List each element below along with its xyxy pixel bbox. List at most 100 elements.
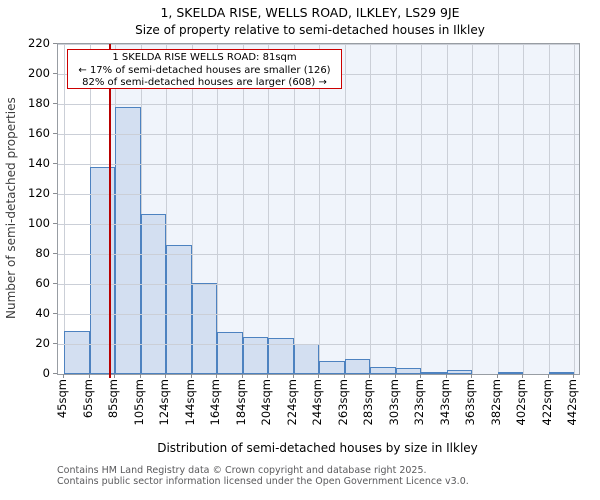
x-tick-label: 204sqm bbox=[259, 379, 274, 426]
x-tick-mark bbox=[394, 374, 396, 378]
marker-layer bbox=[58, 44, 579, 378]
x-tick-label: 283sqm bbox=[361, 379, 376, 426]
bar-border bbox=[446, 369, 473, 374]
x-tick-mark bbox=[216, 374, 218, 378]
bar-border bbox=[421, 372, 447, 374]
x-tick-mark bbox=[292, 374, 294, 378]
footer: Contains HM Land Registry data © Crown c… bbox=[57, 465, 469, 487]
y-tick-mark bbox=[53, 133, 57, 134]
bar bbox=[319, 360, 345, 374]
x-tick-label: 85sqm bbox=[106, 379, 121, 419]
x-grid-line bbox=[319, 44, 321, 374]
bar bbox=[191, 282, 218, 374]
bar bbox=[166, 245, 192, 374]
bar bbox=[64, 330, 90, 374]
x-tick-mark bbox=[63, 374, 65, 378]
y-tick-mark bbox=[53, 343, 57, 344]
bar-border bbox=[242, 336, 269, 374]
x-grid-line bbox=[191, 44, 193, 374]
x-tick-label: 263sqm bbox=[335, 379, 350, 426]
y-grid-line bbox=[58, 44, 579, 45]
bar bbox=[242, 336, 269, 374]
bar-border bbox=[497, 372, 524, 374]
bar-border bbox=[319, 360, 345, 374]
y-tick-mark bbox=[53, 103, 57, 104]
y-tick-mark bbox=[53, 163, 57, 164]
marker-line bbox=[109, 44, 112, 378]
x-grid-line bbox=[472, 44, 474, 374]
x-grid-line bbox=[574, 44, 575, 374]
x-grid-line bbox=[242, 44, 244, 374]
y-tick-label: 60 bbox=[35, 276, 50, 290]
x-grid-line bbox=[523, 44, 525, 374]
annotation-line1: 1 SKELDA RISE WELLS ROAD: 81sqm bbox=[112, 52, 297, 63]
x-tick-mark bbox=[88, 374, 90, 378]
x-tick-label: 124sqm bbox=[157, 379, 172, 426]
y-tick-mark bbox=[53, 43, 57, 44]
x-tick-label: 45sqm bbox=[55, 379, 70, 419]
plot-area bbox=[57, 43, 580, 378]
y-tick-label: 120 bbox=[28, 186, 50, 200]
bars-layer bbox=[58, 44, 579, 374]
y-tick-label: 180 bbox=[28, 96, 50, 110]
bar bbox=[217, 332, 243, 374]
x-tick-label: 184sqm bbox=[233, 379, 248, 426]
x-tick-mark bbox=[471, 374, 473, 378]
x-tick-mark bbox=[241, 374, 243, 378]
y-axis-label: Number of semi-detached properties bbox=[4, 97, 18, 319]
x-grid-line bbox=[548, 44, 550, 374]
y-tick-label: 200 bbox=[28, 66, 50, 80]
bar-border bbox=[166, 245, 192, 374]
x-tick-label: 402sqm bbox=[514, 379, 529, 426]
y-tick-mark bbox=[53, 283, 57, 284]
y-tick-label: 80 bbox=[35, 246, 50, 260]
bar-border bbox=[370, 366, 396, 374]
bar bbox=[293, 344, 320, 374]
x-tick-mark bbox=[139, 374, 141, 378]
x-grid-line bbox=[446, 44, 448, 374]
x-grid-line bbox=[140, 44, 142, 374]
y-tick-mark bbox=[53, 313, 57, 314]
y-grid-line bbox=[58, 164, 579, 165]
annotation-box: 1 SKELDA RISE WELLS ROAD: 81sqm ← 17% of… bbox=[67, 49, 342, 89]
y-tick-label: 40 bbox=[35, 306, 50, 320]
bar bbox=[395, 368, 422, 374]
x-tick-mark bbox=[190, 374, 192, 378]
y-grid-line bbox=[58, 344, 579, 345]
x-tick-label: 105sqm bbox=[131, 379, 146, 426]
x-grid-line bbox=[217, 44, 219, 374]
y-tick-mark bbox=[53, 193, 57, 194]
y-grid-line bbox=[58, 134, 579, 135]
bar bbox=[344, 359, 371, 374]
x-tick-mark bbox=[369, 374, 371, 378]
x-tick-mark bbox=[496, 374, 498, 378]
x-tick-label: 65sqm bbox=[80, 379, 95, 419]
x-tick-mark bbox=[573, 374, 574, 378]
x-tick-label: 303sqm bbox=[386, 379, 401, 426]
bar bbox=[140, 213, 167, 374]
y-grid-line bbox=[58, 314, 579, 315]
x-grid-line bbox=[395, 44, 397, 374]
x-grid-line bbox=[497, 44, 499, 374]
x-tick-mark bbox=[522, 374, 524, 378]
x-tick-mark bbox=[318, 374, 320, 378]
annotation-line2: ← 17% of semi-detached houses are smalle… bbox=[78, 64, 331, 76]
bar-border bbox=[344, 359, 371, 374]
bar-border bbox=[115, 107, 141, 374]
x-tick-label: 164sqm bbox=[208, 379, 223, 426]
bar bbox=[115, 107, 141, 374]
x-tick-mark bbox=[165, 374, 167, 378]
y-tick-mark bbox=[53, 223, 57, 224]
x-tick-label: 343sqm bbox=[437, 379, 452, 426]
y-tick-label: 100 bbox=[28, 216, 50, 230]
x-tick-label: 422sqm bbox=[539, 379, 554, 426]
x-grid-line bbox=[421, 44, 423, 374]
x-axis-label: Distribution of semi-detached houses by … bbox=[157, 441, 478, 455]
x-grid-line bbox=[293, 44, 295, 374]
x-tick-label: 442sqm bbox=[565, 379, 579, 426]
y-tick-label: 20 bbox=[35, 336, 50, 350]
bar-border bbox=[191, 282, 218, 374]
y-tick-label: 140 bbox=[28, 156, 50, 170]
bar-border bbox=[395, 368, 422, 374]
